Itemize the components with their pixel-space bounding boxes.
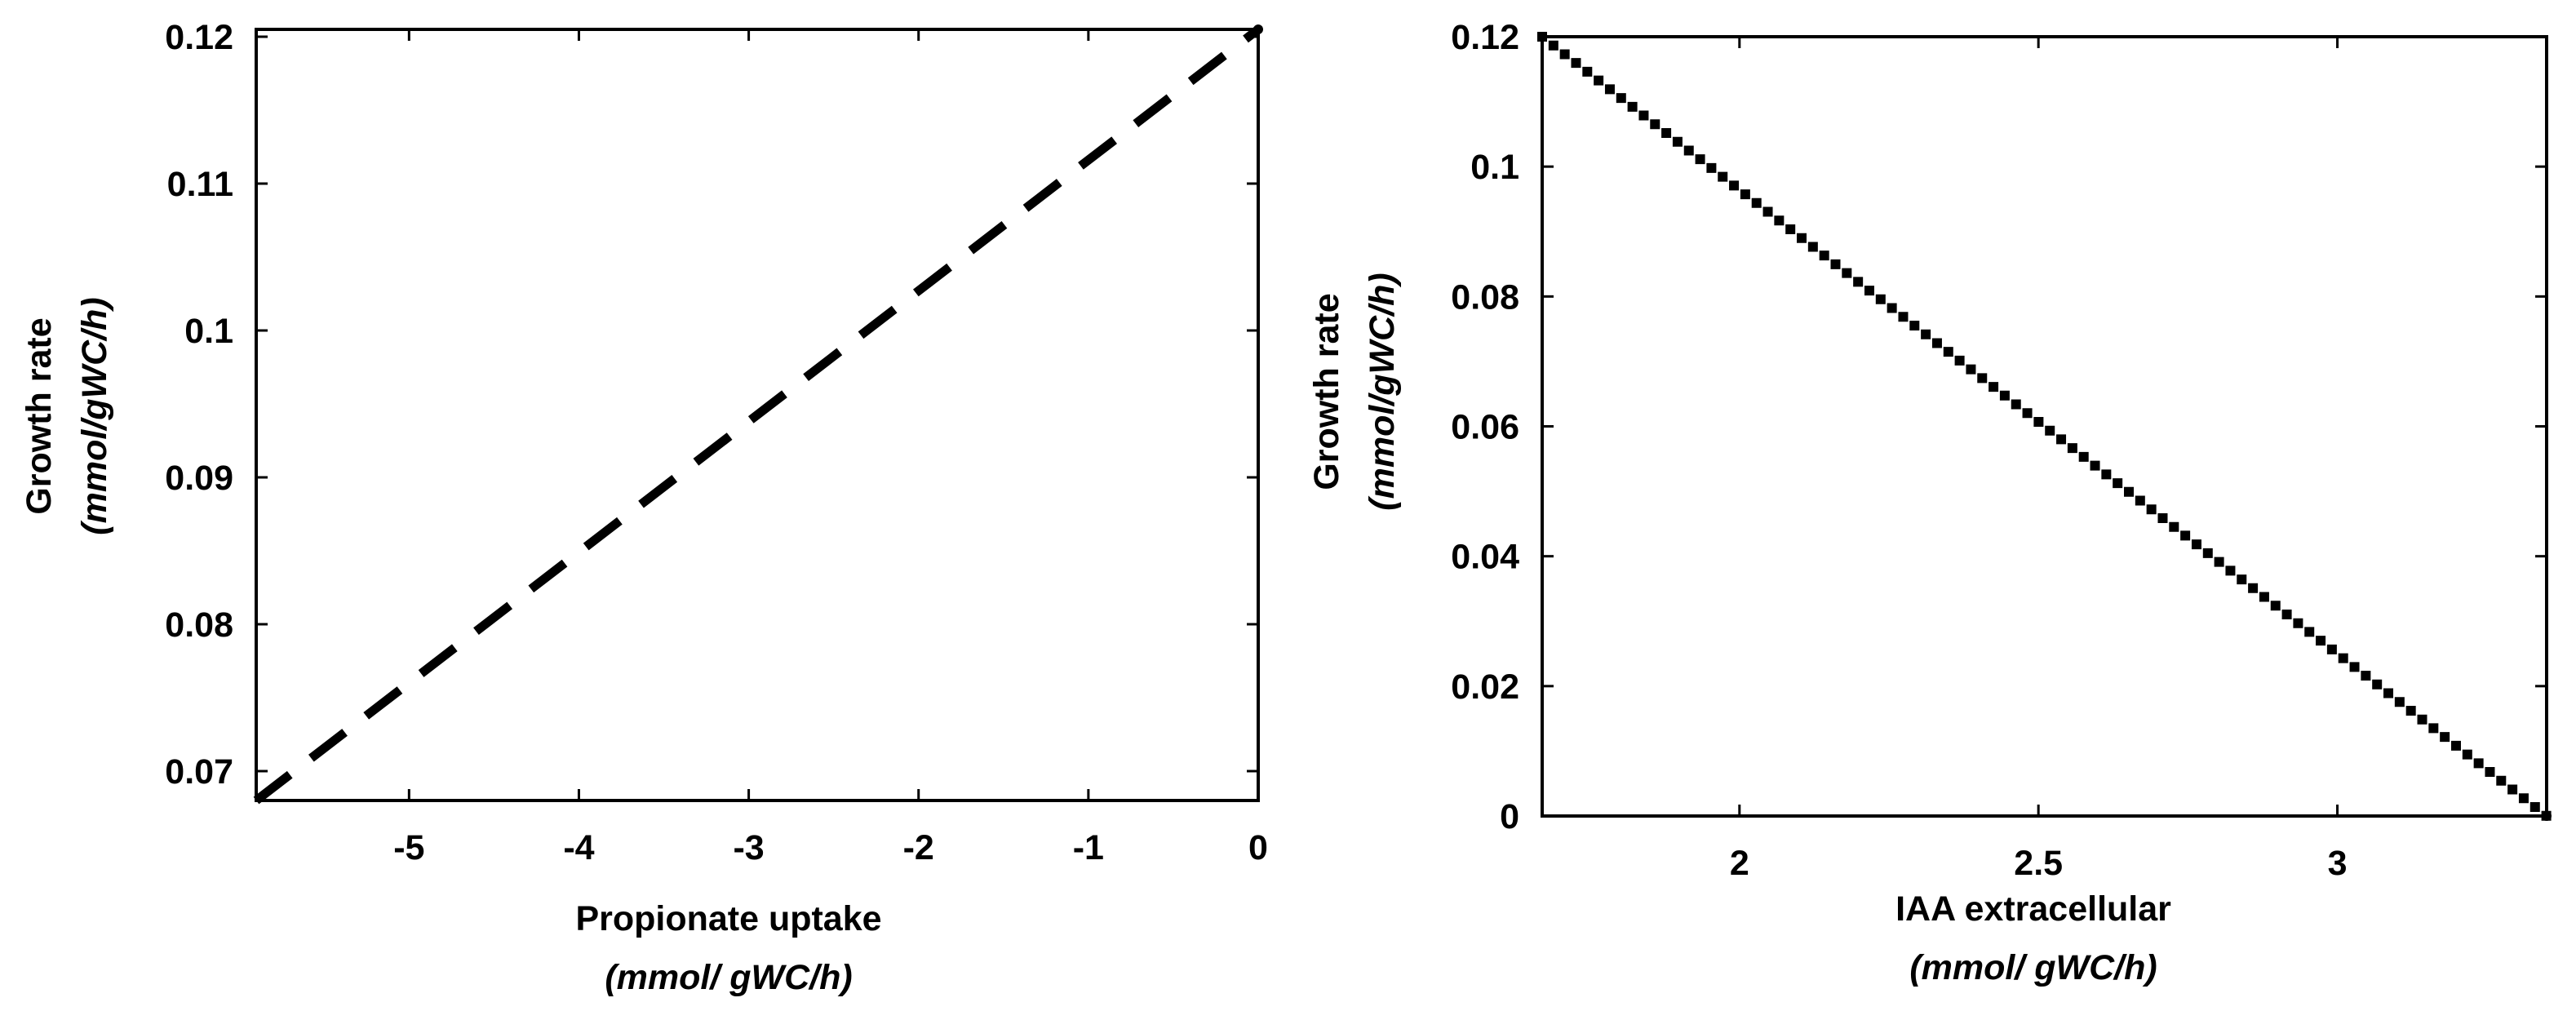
y-tick-label: 0.08: [165, 605, 233, 645]
x-tick-label: -1: [1073, 828, 1104, 867]
left-y-axis-title-group: Growth rate (mmol/gWC/h): [20, 297, 114, 534]
right-x-axis-title: IAA extracellular: [1895, 889, 2171, 929]
y-tick-label: 0.02: [1451, 667, 1519, 707]
y-tick-label: 0.12: [1451, 18, 1519, 57]
right-chart: 2 2.5 3 00.020.040.060.080.10.12 IAA extra…: [1307, 18, 2554, 987]
y-tick-label: 0.11: [167, 165, 233, 204]
y-tick-label: 0.04: [1451, 538, 1519, 577]
x-tick-label: 2.5: [2014, 844, 2063, 883]
y-tick-label: 0.07: [165, 752, 233, 792]
series-line: [1535, 29, 2554, 823]
right-y-axis-title: Growth rate: [1307, 293, 1346, 490]
right-series: [1535, 29, 2554, 823]
left-y-axis-unit: (mmol/gWC/h): [75, 297, 114, 534]
x-tick-label: -4: [563, 828, 594, 867]
series-line: [253, 25, 1261, 805]
y-tick-label: 0.06: [1451, 408, 1519, 447]
y-tick-label: 0.1: [1470, 148, 1519, 187]
left-x-axis-title: Propionate uptake: [575, 899, 881, 938]
y-tick-label: 0.1: [184, 312, 233, 351]
left-plot-area: [255, 28, 1260, 802]
right-y-axis-unit: (mmol/gWC/h): [1363, 273, 1402, 510]
right-x-axis: 2 2.5 3: [1730, 37, 2348, 883]
x-tick-label: -2: [903, 828, 934, 867]
x-tick-label: -5: [393, 828, 424, 867]
y-tick-label: 0.09: [165, 459, 233, 498]
left-y-axis: 0.07 0.08 0.09 0.1 0.11 0.12: [165, 18, 1258, 792]
x-tick-label: -3: [733, 828, 764, 867]
y-tick-label: 0.12: [165, 18, 233, 57]
x-tick-label: 2: [1730, 844, 1749, 883]
left-chart: -5 -4 -3 -2 -1 0 0.07 0.08 0.09 0.1 0.11 0.12 Prop…: [20, 18, 1268, 997]
x-tick-label: 0: [1248, 828, 1268, 867]
series-endpoint: [2542, 811, 2552, 821]
left-y-axis-title: Growth rate: [20, 317, 59, 514]
series-endpoint: [1253, 24, 1263, 34]
left-x-axis-unit: (mmol/ gWC/h): [605, 958, 852, 997]
right-y-axis: 0 0.02 0.04 0.06 0.08 0.1 0.12: [1451, 18, 2547, 836]
y-tick-label: 0: [1500, 797, 1519, 836]
left-series: [253, 24, 1263, 805]
x-tick-label: 3: [2328, 844, 2348, 883]
left-x-axis: -5 -4 -3 -2 -1 0: [393, 29, 1268, 867]
right-x-axis-unit: (mmol/ gWC/h): [1909, 948, 2157, 987]
right-y-axis-title-group: Growth rate (mmol/gWC/h): [1307, 273, 1402, 510]
y-tick-label: 0.08: [1451, 277, 1519, 317]
